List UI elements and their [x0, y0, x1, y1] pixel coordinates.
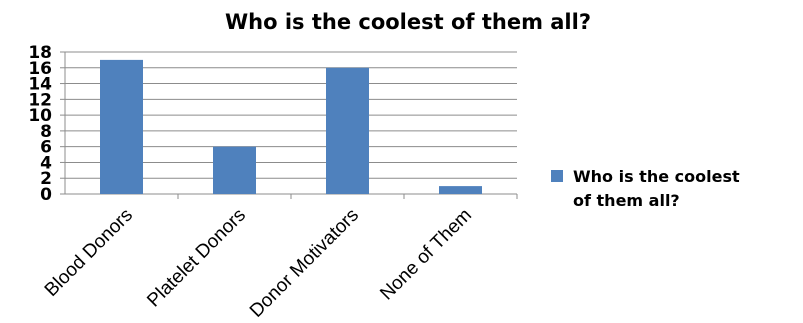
- x-tick-label: Platelet Donors: [143, 205, 250, 312]
- y-tick-label: 16: [28, 59, 52, 79]
- y-tick-label: 0: [40, 185, 52, 205]
- bar: [100, 59, 143, 195]
- y-tick-label: 10: [28, 106, 52, 126]
- bars: [100, 59, 482, 195]
- x-tick-label: Blood Donors: [41, 205, 137, 301]
- y-tick-label: 2: [40, 169, 52, 189]
- y-tick-label: 4: [40, 153, 52, 173]
- y-tick-label: 18: [28, 43, 52, 63]
- y-tick-label: 8: [40, 122, 52, 142]
- y-tick-label: 6: [40, 138, 52, 158]
- legend-swatch: [551, 170, 563, 182]
- legend-label-line-2: of them all?: [573, 191, 680, 210]
- x-tick-label: Donor Motivators: [246, 205, 363, 322]
- y-tick-label: 12: [28, 90, 52, 110]
- legend-label-line-1: Who is the coolest: [573, 167, 740, 186]
- legend: Who is the coolest of them all?: [551, 167, 740, 210]
- chart-title: Who is the coolest of them all?: [225, 10, 591, 34]
- bar: [326, 67, 369, 194]
- x-tick-label: None of Them: [376, 205, 476, 305]
- y-tick-label: 14: [28, 75, 52, 95]
- bar: [439, 186, 482, 194]
- bar: [213, 146, 256, 194]
